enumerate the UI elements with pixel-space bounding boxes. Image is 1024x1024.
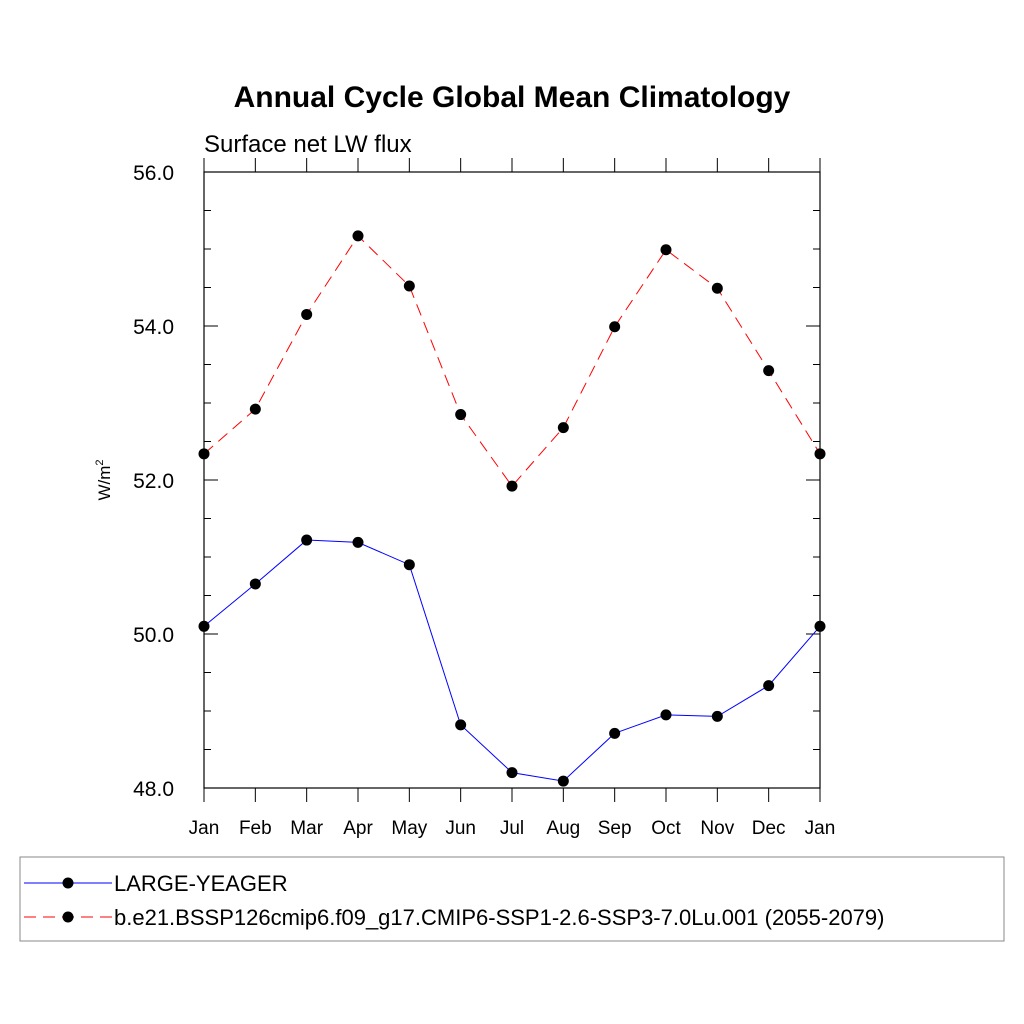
x-tick-label: Sep bbox=[598, 818, 632, 839]
data-point bbox=[609, 727, 621, 739]
data-point bbox=[249, 403, 261, 415]
plot-frame bbox=[203, 171, 821, 789]
chart-title: Annual Cycle Global Mean Climatology bbox=[234, 81, 791, 114]
data-point bbox=[198, 620, 210, 632]
data-point bbox=[557, 775, 569, 787]
series-2 bbox=[198, 230, 826, 492]
x-tick-label: Mar bbox=[290, 818, 323, 839]
data-point bbox=[763, 680, 775, 692]
y-tick-label: 52.0 bbox=[133, 470, 174, 493]
y-tick-label: 48.0 bbox=[133, 778, 174, 801]
data-point bbox=[711, 282, 723, 294]
data-point bbox=[814, 448, 826, 460]
y-tick-label: 50.0 bbox=[133, 624, 174, 647]
x-tick-label: Feb bbox=[239, 818, 272, 839]
x-tick-label: Jan bbox=[189, 818, 220, 839]
data-point bbox=[455, 409, 467, 421]
y-axis-label-text: W/m bbox=[95, 466, 114, 501]
data-point bbox=[198, 448, 210, 460]
y-tick-label: 54.0 bbox=[133, 316, 174, 339]
legend-label-1: LARGE-YEAGER bbox=[114, 871, 288, 896]
data-point bbox=[660, 244, 672, 256]
series-line bbox=[203, 235, 821, 487]
data-point bbox=[506, 480, 518, 492]
x-tick-label: Nov bbox=[700, 818, 734, 839]
x-tick-label: Jan bbox=[805, 818, 836, 839]
y-axis-label-superscript: 2 bbox=[94, 459, 106, 465]
legend: LARGE-YEAGER b.e21.BSSP126cmip6.f09_g17.C… bbox=[19, 856, 1005, 942]
data-point bbox=[609, 321, 621, 333]
data-point bbox=[455, 719, 467, 731]
data-point bbox=[301, 308, 313, 320]
data-point bbox=[557, 422, 569, 434]
data-point bbox=[763, 365, 775, 377]
y-axis-label: W/m2 bbox=[94, 459, 114, 500]
x-tick-label: Jul bbox=[500, 818, 524, 839]
axes: 48.0 50.0 52.0 54.0 56.0 Jan Feb Mar Apr May Jun Ju… bbox=[133, 158, 835, 839]
data-point bbox=[301, 534, 313, 546]
legend-box bbox=[19, 856, 1005, 942]
x-tick-label: Oct bbox=[651, 818, 681, 839]
y-tick-label: 56.0 bbox=[133, 162, 174, 185]
data-point bbox=[403, 280, 415, 292]
data-point bbox=[352, 536, 364, 548]
legend-label-2: b.e21.BSSP126cmip6.f09_g17.CMIP6-SSP1-2.… bbox=[114, 905, 884, 930]
data-point bbox=[403, 559, 415, 571]
data-point bbox=[814, 620, 826, 632]
data-point bbox=[352, 230, 364, 242]
data-point bbox=[660, 709, 672, 721]
x-tick-label: Jun bbox=[445, 818, 476, 839]
data-point bbox=[249, 578, 261, 590]
series-1 bbox=[198, 534, 826, 787]
chart-subtitle: Surface net LW flux bbox=[204, 131, 412, 158]
legend-marker-1 bbox=[62, 877, 74, 889]
series-layer bbox=[198, 230, 826, 787]
data-point bbox=[711, 710, 723, 722]
x-tick-label: Apr bbox=[343, 818, 373, 839]
data-point bbox=[506, 767, 518, 779]
x-tick-label: Dec bbox=[752, 818, 786, 839]
x-tick-label: May bbox=[391, 818, 427, 839]
series-line bbox=[203, 539, 821, 782]
legend-marker-2 bbox=[62, 911, 74, 923]
x-tick-label: Aug bbox=[546, 818, 580, 839]
